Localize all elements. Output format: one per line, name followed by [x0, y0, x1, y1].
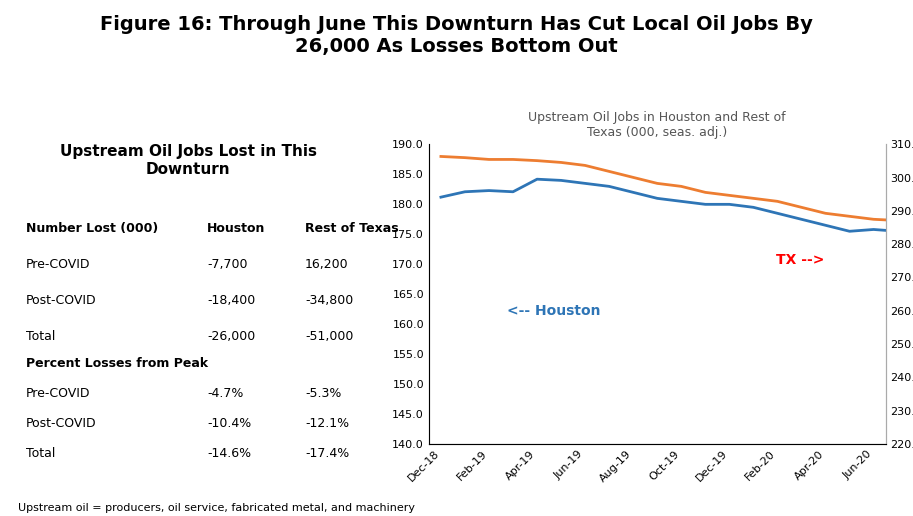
Text: -10.4%: -10.4%: [207, 417, 251, 430]
Text: -7,700: -7,700: [207, 258, 247, 271]
Text: -51,000: -51,000: [305, 330, 353, 343]
Text: Total: Total: [26, 330, 55, 343]
Text: Post-COVID: Post-COVID: [26, 294, 97, 307]
Text: -18,400: -18,400: [207, 294, 255, 307]
Text: Number Lost (000): Number Lost (000): [26, 222, 158, 235]
Text: -14.6%: -14.6%: [207, 447, 251, 460]
Text: Pre-COVID: Pre-COVID: [26, 387, 90, 400]
Text: -4.7%: -4.7%: [207, 387, 243, 400]
Text: <-- Houston: <-- Houston: [507, 304, 600, 318]
Text: -12.1%: -12.1%: [305, 417, 349, 430]
Text: 16,200: 16,200: [305, 258, 349, 271]
Text: -17.4%: -17.4%: [305, 447, 350, 460]
Text: Figure 16: Through June This Downturn Has Cut Local Oil Jobs By
26,000 As Losses: Figure 16: Through June This Downturn Ha…: [100, 15, 813, 56]
Text: Post-COVID: Post-COVID: [26, 417, 97, 430]
Text: TX -->: TX -->: [776, 253, 824, 267]
Text: -34,800: -34,800: [305, 294, 353, 307]
Text: Upstream Oil Jobs Lost in This
Downturn: Upstream Oil Jobs Lost in This Downturn: [59, 144, 317, 177]
Text: Pre-COVID: Pre-COVID: [26, 258, 90, 271]
Text: Percent Losses from Peak: Percent Losses from Peak: [26, 357, 208, 370]
Text: Upstream oil = producers, oil service, fabricated metal, and machinery: Upstream oil = producers, oil service, f…: [18, 504, 415, 513]
Text: Rest of Texas: Rest of Texas: [305, 222, 399, 235]
Text: Houston: Houston: [207, 222, 266, 235]
Title: Upstream Oil Jobs in Houston and Rest of
Texas (000, seas. adj.): Upstream Oil Jobs in Houston and Rest of…: [529, 111, 786, 139]
Text: Total: Total: [26, 447, 55, 460]
Text: -5.3%: -5.3%: [305, 387, 341, 400]
Text: -26,000: -26,000: [207, 330, 255, 343]
